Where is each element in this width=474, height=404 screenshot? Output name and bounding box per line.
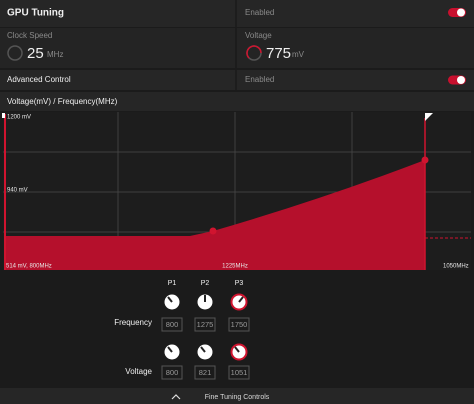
- curve-top-label: 1200 mV: [7, 115, 31, 121]
- state-column: P2: [201, 280, 210, 287]
- knob[interactable]: [197, 344, 213, 360]
- curve-chart: [2, 112, 471, 270]
- clock-speed-value: 25: [27, 45, 44, 62]
- voltage-value: 775: [266, 45, 291, 62]
- clock-gauge: [7, 45, 23, 61]
- voltage-state-value: 1051: [231, 368, 248, 377]
- advanced-control-title: Advanced Control: [7, 75, 71, 84]
- header-row: [0, 0, 474, 27]
- row-label: Frequency: [114, 318, 152, 327]
- knob[interactable]: [164, 344, 180, 360]
- advanced-control-status: Enabled: [245, 75, 274, 84]
- value-box[interactable]: [194, 365, 216, 380]
- state-column: P1: [168, 280, 177, 287]
- curve-title: Voltage(mV) / Frequency(MHz): [7, 97, 118, 106]
- frequency-value: 1275: [197, 320, 214, 329]
- knob[interactable]: [230, 293, 248, 311]
- gpu-tuning-title: GPU Tuning: [7, 8, 64, 19]
- voltage-state-value: 821: [199, 368, 212, 377]
- gpu-tuning-toggle[interactable]: [448, 8, 466, 17]
- value-box[interactable]: [228, 365, 250, 380]
- voltage-label: Voltage: [245, 31, 272, 40]
- voltage-unit: mV: [292, 50, 305, 59]
- advanced-row: [0, 70, 474, 90]
- row-label: Voltage: [125, 367, 152, 376]
- curve-header: [0, 92, 474, 111]
- knob[interactable]: [197, 294, 213, 310]
- value-box[interactable]: [161, 365, 183, 380]
- state-column: P3: [235, 280, 244, 287]
- curve-mid-label: 940 mV: [7, 188, 28, 194]
- footer-bar[interactable]: [0, 388, 474, 404]
- value-box[interactable]: [228, 317, 250, 332]
- curve-start-label: 514 mV, 800MHz: [6, 264, 52, 270]
- voltage-gauge: [246, 45, 262, 61]
- footer-label: Fine Tuning Controls: [205, 394, 270, 401]
- knob[interactable]: [230, 343, 248, 361]
- curve-mid-freq-label: 1225MHz: [222, 264, 248, 270]
- knob[interactable]: [164, 294, 180, 310]
- advanced-control-toggle[interactable]: [448, 75, 466, 85]
- frequency-value: 1750: [231, 320, 248, 329]
- voltage-state-value: 800: [166, 368, 179, 377]
- metrics-row: [0, 28, 474, 68]
- value-box[interactable]: [194, 317, 216, 332]
- curve-end-label: 1050MHz: [443, 264, 469, 270]
- clock-speed-label: Clock Speed: [7, 31, 52, 40]
- frequency-value: 800: [166, 320, 179, 329]
- clock-speed-unit: MHz: [47, 50, 63, 59]
- gpu-tuning-status: Enabled: [245, 8, 274, 17]
- value-box[interactable]: [161, 317, 183, 332]
